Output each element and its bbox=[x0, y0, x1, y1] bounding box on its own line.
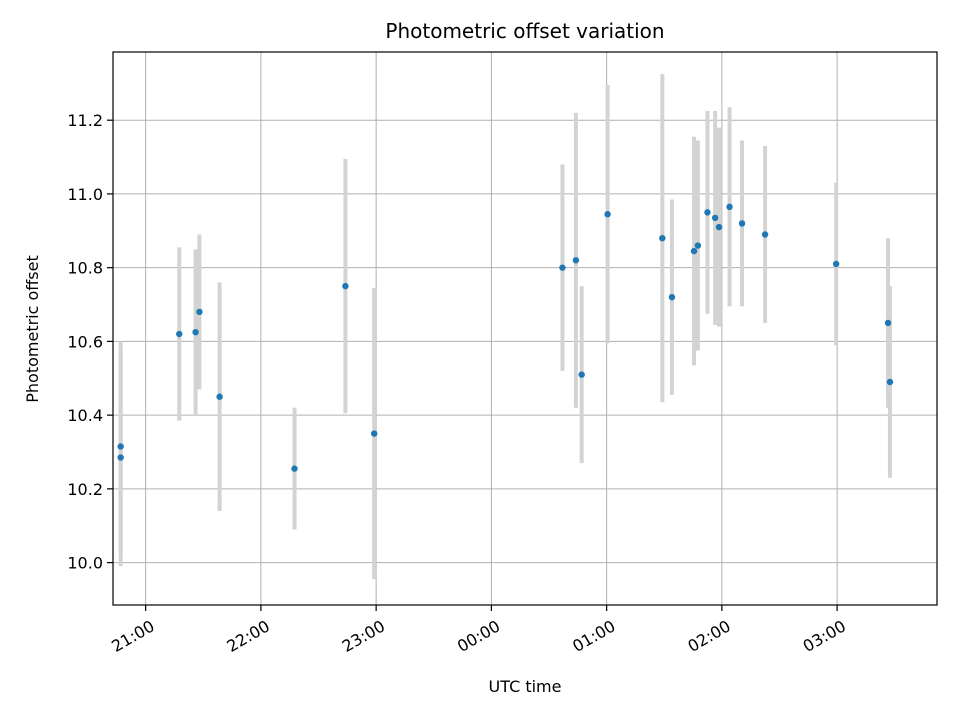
data-point bbox=[690, 247, 698, 255]
data-point bbox=[761, 231, 769, 238]
data-point bbox=[668, 293, 676, 301]
data-point bbox=[216, 393, 223, 400]
data-point bbox=[832, 260, 840, 268]
y-tick-label: 11.0 bbox=[67, 185, 103, 204]
data-point bbox=[704, 209, 711, 216]
y-tick-label: 10.0 bbox=[67, 554, 103, 573]
data-point bbox=[886, 378, 894, 386]
data-point bbox=[738, 220, 746, 227]
chart-title: Photometric offset variation bbox=[385, 19, 664, 43]
y-tick-label: 10.2 bbox=[67, 480, 103, 499]
x-axis-label: UTC time bbox=[489, 677, 562, 696]
data-point bbox=[176, 330, 183, 338]
data-point bbox=[884, 319, 892, 327]
y-tick-label: 10.6 bbox=[67, 332, 103, 351]
data-point bbox=[291, 465, 298, 472]
data-point bbox=[192, 328, 199, 336]
data-point bbox=[578, 371, 585, 378]
data-point bbox=[117, 454, 124, 461]
y-axis-label: Photometric offset bbox=[23, 255, 42, 403]
data-point bbox=[711, 214, 719, 222]
data-point bbox=[342, 282, 349, 290]
y-tick-label: 11.2 bbox=[67, 111, 103, 130]
data-point bbox=[572, 257, 580, 264]
data-point bbox=[715, 223, 723, 231]
y-tick-label: 10.4 bbox=[67, 406, 103, 425]
data-point bbox=[559, 264, 566, 271]
plot-frame bbox=[112, 51, 938, 606]
data-point bbox=[726, 203, 733, 211]
data-point bbox=[117, 443, 124, 450]
y-tick-label: 10.8 bbox=[67, 259, 103, 278]
data-point bbox=[604, 211, 611, 218]
data-point bbox=[371, 430, 378, 437]
data-point bbox=[694, 242, 702, 249]
y-axis-ticks: 10.0 10.2 10.4 10.6 10.8 11.0 11.2 bbox=[67, 111, 113, 573]
data-point bbox=[196, 308, 203, 316]
data-point bbox=[659, 234, 666, 242]
data-points bbox=[117, 203, 894, 472]
